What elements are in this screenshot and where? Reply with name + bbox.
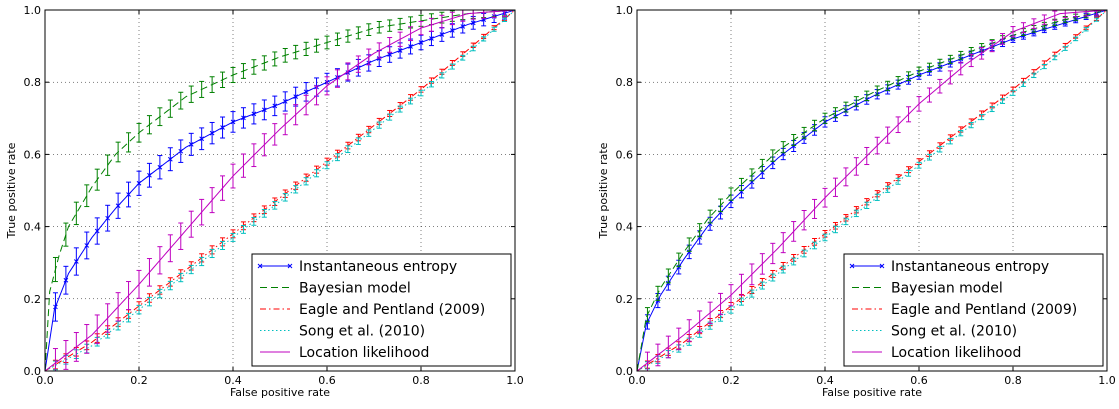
y-tick-label: 1.0 [616, 4, 634, 17]
legend-label: Bayesian model [299, 281, 411, 297]
right-roc-chart: 0.0 0.2 0.4 0.6 0.8 1.0 0.0 0.2 0.4 0.6 0.8 1.0 Fals… [597, 4, 1116, 399]
left-roc-chart: 0.0 0.2 0.4 0.6 0.8 1.0 0.0 0.2 0.4 0.6 0.8 1.0 Fals… [5, 4, 524, 399]
legend-label: Instantaneous entropy [891, 259, 1049, 275]
legend-label: Location likelihood [299, 345, 429, 361]
y-tick-label: 0.2 [616, 293, 634, 306]
legend-label: Song et al. (2010) [299, 324, 425, 340]
y-tick-label: 0.4 [616, 221, 634, 234]
y-tick-label: 0.8 [24, 76, 42, 89]
x-tick-label: 0.2 [130, 374, 148, 387]
y-axis-label: True positive rate [5, 142, 18, 239]
y-tick-label: 0.4 [24, 221, 42, 234]
x-tick-label: 0.8 [1004, 374, 1022, 387]
y-tick-label: 0.0 [24, 365, 42, 378]
x-tick-label: 1.0 [1098, 374, 1116, 387]
x-axis-label: False positive rate [822, 386, 922, 399]
y-tick-label: 0.8 [616, 76, 634, 89]
legend-label: Song et al. (2010) [891, 324, 1017, 340]
legend-label: Bayesian model [891, 281, 1003, 297]
legend-label: Instantaneous entropy [299, 259, 457, 275]
y-tick-label: 0.6 [616, 148, 634, 161]
legend-label: Eagle and Pentland (2009) [891, 302, 1077, 318]
x-tick-label: 1.0 [506, 374, 524, 387]
y-tick-label: 0.2 [24, 293, 42, 306]
legend: Instantaneous entropy Bayesian model Eagle… [252, 254, 511, 366]
legend-label: Location likelihood [891, 345, 1021, 361]
y-tick-label: 1.0 [24, 4, 42, 17]
x-tick-label: 0.8 [412, 374, 430, 387]
x-tick-label: 0.2 [722, 374, 740, 387]
y-tick-label: 0.0 [616, 365, 634, 378]
y-tick-label: 0.6 [24, 148, 42, 161]
legend-label: Eagle and Pentland (2009) [299, 302, 485, 318]
y-axis-label: True positive rate [597, 142, 610, 239]
legend: Instantaneous entropy Bayesian model Eagle… [844, 254, 1103, 366]
x-axis-label: False positive rate [230, 386, 330, 399]
